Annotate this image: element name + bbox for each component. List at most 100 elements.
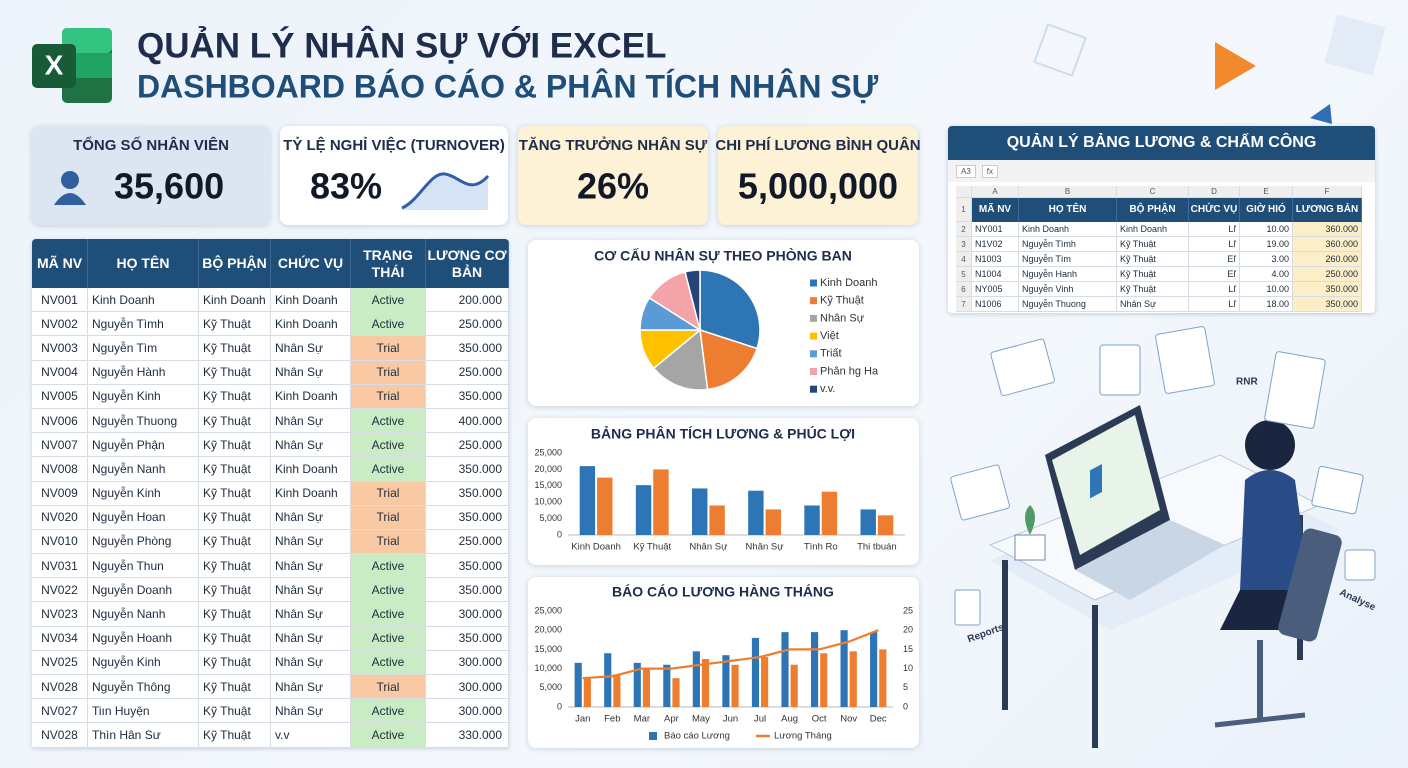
sheet-cell: Lľ [1189,282,1240,297]
table-cell: Active [351,699,426,724]
x-tick-label: Nov [840,714,857,725]
sheet-cell: N1004 [972,267,1019,282]
sheet-cell: 350.000 [1293,282,1362,297]
table-cell: Nguyễn Nanh [88,457,199,482]
column-letter: D [1189,186,1240,198]
table-cell: Active [351,312,426,337]
table-cell: Nguyễn Nanh [88,602,199,627]
column-letter: F [1293,186,1362,198]
kpi-card [518,126,708,225]
table-cell: Nhân Sự [271,675,351,700]
sheet-cell: Kỹ Thuật [1117,282,1189,297]
table-cell: NV002 [32,312,88,337]
sheet-cell: 260.000 [1293,252,1362,267]
cell-ref: A3 [956,164,976,178]
sheet-cell: 4.00 [1240,267,1293,282]
x-tick-label: Jul [754,714,766,725]
sheet-cell: 360.000 [1293,222,1362,237]
table-cell: NV001 [32,288,88,313]
sheet-header: MÃ NV [972,198,1019,222]
y2-tick-label: 10 [903,663,913,673]
table-cell: 400.000 [426,408,509,434]
kpi-icon [54,193,86,205]
row-number: 4 [956,252,972,267]
bar [761,657,769,707]
sheet-title: QUẢN LÝ BẢNG LƯƠNG & CHẤM CÔNG [948,126,1375,160]
table-cell: 350.000 [426,505,509,530]
legend-label: Phân hg Ha [820,365,879,377]
table-header: MÃ NV [32,239,88,288]
sheet-cell: NY005 [972,282,1019,297]
table-cell: NV004 [32,360,88,385]
x-tick-label: Kinh Doanh [571,542,621,553]
y2-tick-label: 25 [903,605,913,615]
bar [860,509,876,535]
legend-swatch [810,314,817,322]
sheet-cell: Kỹ Thuật [1117,252,1189,267]
table-cell: v.v [271,723,351,748]
bar [821,491,838,535]
row-number: 6 [956,282,972,297]
bar [633,662,641,707]
bar [879,649,887,707]
table-cell: NV028 [32,723,88,748]
subtitle: DASHBOARD BÁO CÁO & PHÂN TÍCH NHÂN SỰ [137,68,879,104]
chart-title: BẢNG PHÂN TÍCH LƯƠNG & PHÚC LỢI [591,425,855,442]
formula-icon: fx [981,164,999,178]
table-cell: Nguyễn Hoanh [88,626,199,651]
table-cell: Active [351,433,426,458]
table-cell: 350.000 [426,554,509,579]
table-cell: Kỹ Thuật [199,336,271,361]
table-cell: NV009 [32,481,88,506]
bar [849,651,857,707]
sheet-cell: Eľ [1189,267,1240,282]
sheet-cell: 250.000 [1293,267,1362,282]
table-cell: Nhân Sự [271,529,351,555]
kpi-label: CHI PHÍ LƯƠNG BÌNH QUÂN [715,136,920,154]
y2-tick-label: 0 [903,701,908,711]
x-tick-label: Nhân Sự [746,542,785,553]
y-tick-label: 0 [557,701,562,711]
kpi-card [718,126,918,225]
table-cell: Nhân Sự [271,626,351,651]
table-cell: 350.000 [426,481,509,506]
table-cell: 330.000 [426,723,509,748]
x-tick-label: Thi tbuán [857,542,897,553]
sheet-header: HỌ TÊN [1019,198,1117,222]
kpi-spark [401,172,490,210]
bar [642,668,651,707]
bar [722,655,730,707]
sheet-cell: 10.00 [1240,282,1293,297]
table-cell: Nguyễn Phòng [88,529,199,555]
sheet-cell: Nguyễn Hanh [1019,267,1117,282]
table-header: LƯƠNG CƠ BẢN [426,239,509,288]
x-tick-label: Oct [812,714,827,725]
sheet-cell: Nguyễn Vinh [1019,282,1117,297]
y-tick-label: 10,000 [534,497,562,507]
sheet-cell: NY001 [972,222,1019,237]
table-cell: Nguyễn Hành [88,360,199,385]
bar [820,653,828,707]
table-cell: 350.000 [426,384,509,409]
table-cell: Kinh Doanh [271,481,351,506]
formula-bar: A3 fx [948,160,1375,182]
table-cell: NV008 [32,457,88,482]
pie-slice [699,269,761,350]
bar [810,632,819,707]
table-cell: 350.000 [426,457,509,482]
table-cell: Kỹ Thuật [199,578,271,603]
table-cell: Kỹ Thuật [199,554,271,579]
x-tick-label: Mar [634,714,650,725]
corner-cell [956,186,972,198]
legend-swatch [810,279,817,287]
table-cell: NV006 [32,408,88,434]
card [528,418,919,565]
kpi-value: 26% [577,166,649,207]
table-cell: 300.000 [426,675,509,700]
sheet-cell: N1006 [972,297,1019,312]
y-tick-label: 0 [557,529,562,539]
bar [692,651,700,707]
y-tick-label: 25,000 [534,605,562,615]
bar [781,632,789,707]
sheet-cell: Kinh Doanh [1019,222,1117,237]
